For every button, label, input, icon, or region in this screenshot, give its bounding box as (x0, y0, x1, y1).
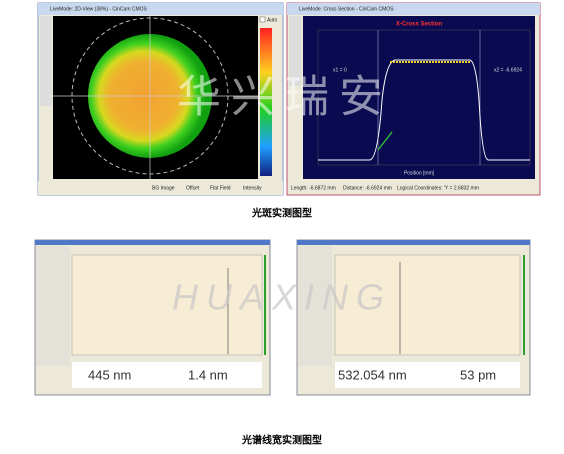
watermark: HUAXING (172, 277, 392, 318)
linewidth: 53 pm (460, 367, 496, 382)
wavelength: 532.054 nm (338, 367, 407, 382)
marker-label: x2 = -6.6924 (494, 67, 522, 73)
color-bar (260, 28, 272, 176)
auto-label: Auto (267, 17, 278, 23)
option[interactable]: BG Image (152, 185, 175, 191)
spectrum-window: 445 nm 1.4 nm (34, 239, 271, 396)
plot-title: X-Cross Section (396, 22, 443, 28)
auto-checkbox[interactable] (259, 16, 266, 23)
window-title: LiveMode: Cross Section - CinCam CMOS (299, 6, 394, 12)
window-title: LiveMode: 2D-View (38%) - CinCam CMOS (50, 6, 148, 12)
linewidth: 1.4 nm (188, 367, 228, 382)
view-window: LiveMode: 2D-View (38%) - CinCam CMOS Au… (37, 2, 284, 196)
option[interactable]: Flat Field (210, 185, 231, 191)
spectrum-window: 532.054 nm 53 pm (296, 239, 531, 396)
wavelength: 445 nm (88, 367, 131, 382)
x-axis-label: Position [mm] (404, 170, 435, 176)
toolbar[interactable] (40, 16, 52, 106)
caption: 光斑实测图型 (251, 207, 312, 220)
option[interactable]: Intensity (243, 185, 262, 191)
caption: 光谱线宽实测图型 (241, 434, 322, 447)
watermark: 华兴瑞安 (177, 72, 393, 123)
cross-section-window: LiveMode: Cross Section - CinCam CMOS X-… (286, 2, 541, 196)
toolbar[interactable] (289, 16, 301, 86)
status: Length: -6.6872 mm (291, 185, 336, 191)
marker-label: x1 = 0 (333, 67, 347, 73)
option[interactable]: Offset (186, 185, 200, 191)
status: Logical Coordinates: 'Y = 2.6832 mm (397, 185, 479, 191)
status: Distance: -6.6924 mm (343, 185, 392, 191)
